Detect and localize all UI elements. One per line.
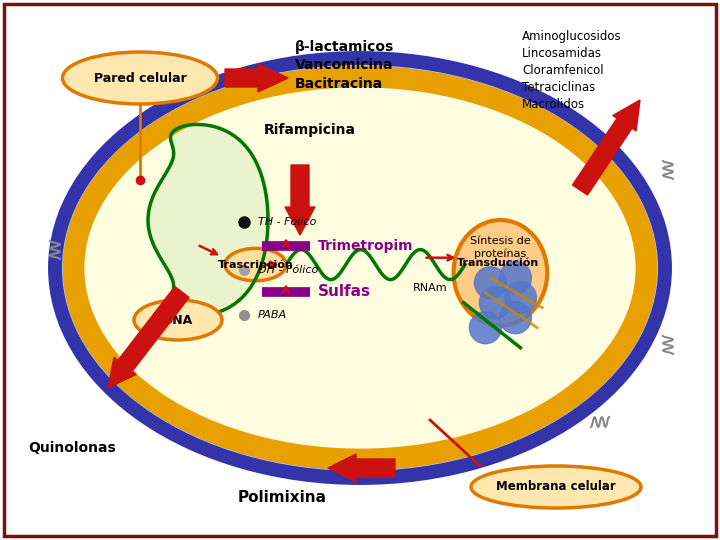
Text: Trascripción: Trascripción [217, 259, 294, 270]
Circle shape [505, 282, 536, 314]
FancyArrow shape [328, 454, 395, 482]
Circle shape [500, 302, 531, 334]
Text: Aminoglucosidos
Lincosamidas
Cloramfenicol
Tetraciclinas
Macrolidos: Aminoglucosidos Lincosamidas Cloramfenic… [522, 30, 621, 111]
Ellipse shape [73, 76, 647, 460]
Text: Pared celular: Pared celular [94, 71, 186, 84]
Ellipse shape [134, 300, 222, 340]
Text: Membrana celular: Membrana celular [496, 481, 616, 494]
FancyArrow shape [285, 165, 315, 235]
Text: Quinolonas: Quinolonas [28, 441, 116, 455]
Ellipse shape [454, 220, 547, 325]
Ellipse shape [471, 466, 641, 508]
Circle shape [474, 267, 506, 299]
Text: Sulfas: Sulfas [318, 285, 371, 300]
Text: DH - Fólico: DH - Fólico [258, 265, 318, 275]
Circle shape [469, 312, 501, 343]
Text: PABA: PABA [258, 310, 287, 320]
Ellipse shape [69, 72, 651, 464]
Text: β-lactamicos
Vancomicina
Bacitracina: β-lactamicos Vancomicina Bacitracina [295, 40, 395, 91]
Ellipse shape [55, 58, 665, 478]
Text: Rifampicina: Rifampicina [264, 123, 356, 137]
Ellipse shape [225, 248, 287, 281]
FancyArrow shape [108, 287, 189, 388]
Text: Síntesis de
proteínas: Síntesis de proteínas [470, 236, 531, 259]
Polygon shape [148, 124, 268, 315]
Text: Transducción: Transducción [457, 258, 539, 268]
FancyArrow shape [225, 64, 288, 92]
Text: DNA: DNA [163, 314, 193, 327]
Text: Trimetropim: Trimetropim [318, 239, 413, 253]
FancyArrow shape [572, 100, 640, 195]
Ellipse shape [83, 86, 637, 450]
Ellipse shape [63, 52, 217, 104]
Text: Polimixina: Polimixina [238, 490, 326, 505]
Circle shape [480, 287, 511, 319]
Text: TH - Fólico: TH - Fólico [258, 217, 316, 227]
Text: RNAm: RNAm [413, 283, 447, 293]
Circle shape [500, 262, 531, 294]
